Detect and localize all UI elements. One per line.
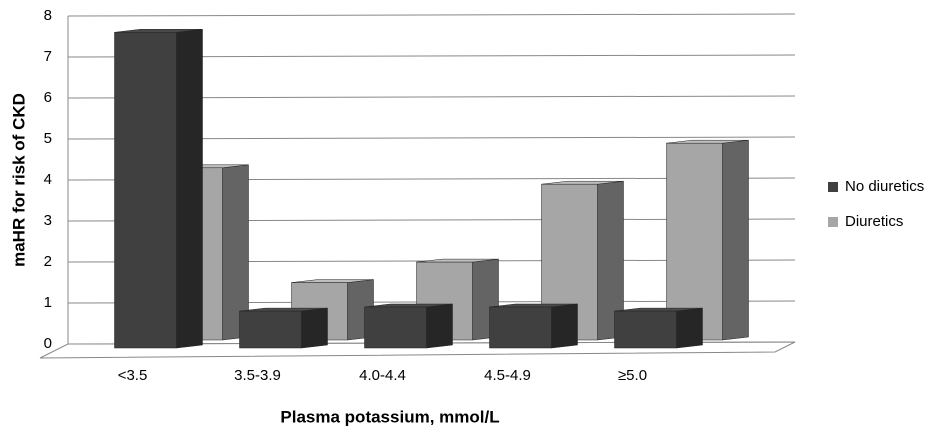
x-tick-label: 3.5-3.9 <box>234 367 281 384</box>
y-tick-label: 0 <box>44 335 52 352</box>
y-tick-label: 7 <box>44 48 52 65</box>
bar-side <box>426 303 453 349</box>
x-tick-label: 4.5-4.9 <box>484 367 531 384</box>
x-tick-label: 4.0-4.4 <box>359 367 406 384</box>
y-tick-label: 4 <box>44 171 52 188</box>
y-tick-label: 8 <box>44 7 52 24</box>
bar <box>239 310 302 349</box>
bar <box>489 306 552 349</box>
bar <box>114 32 177 349</box>
legend-swatch <box>828 217 838 227</box>
y-tick-label: 2 <box>44 253 52 270</box>
bar <box>364 306 427 349</box>
legend-label: Diuretics <box>845 213 903 230</box>
y-tick-label: 5 <box>44 130 52 147</box>
y-tick-label: 1 <box>44 294 52 311</box>
grid-line <box>67 13 796 17</box>
y-axis-title: maHR for risk of CKD <box>9 93 28 267</box>
y-tick-label: 6 <box>44 89 52 106</box>
y-tick-label: 3 <box>44 212 52 229</box>
legend-label: No diuretics <box>845 178 924 195</box>
legend-swatch <box>828 182 838 192</box>
x-tick-label: ≥5.0 <box>618 367 647 384</box>
x-tick-label: <3.5 <box>118 367 148 384</box>
bar-side <box>176 29 203 349</box>
x-axis-title: Plasma potassium, mmol/L <box>280 407 499 426</box>
bar-side <box>551 303 578 349</box>
bar-side <box>301 307 328 349</box>
bar <box>666 142 723 341</box>
bar-side <box>676 307 703 349</box>
bar <box>614 310 677 349</box>
bar-side <box>722 139 749 341</box>
